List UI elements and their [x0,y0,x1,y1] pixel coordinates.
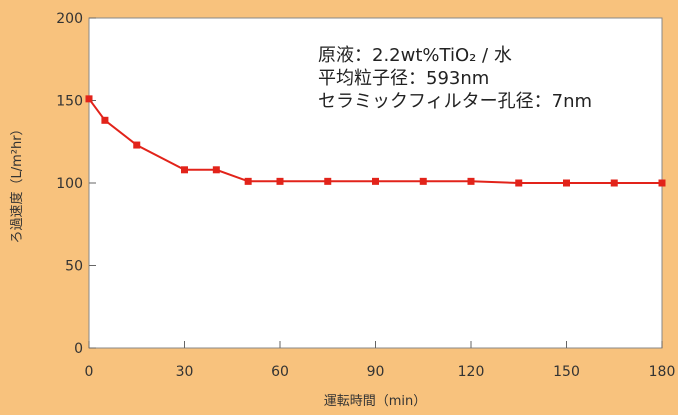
x-tick-label: 90 [367,364,385,380]
y-tick-label: 50 [65,259,83,275]
data-point [212,166,220,174]
series-layer [85,95,666,187]
data-point [85,95,93,103]
y-axis-title: ろ過速度（L/m²hr） [9,122,25,243]
y-tick-label: 200 [56,11,83,27]
annotation-line-1: 原液：2.2wt%TiO₂ / 水 [318,45,512,66]
y-tick-label: 100 [56,176,83,192]
x-axis-ticks: 0 30 60 90 120 150 180 [85,341,676,380]
data-point [133,141,141,149]
x-tick-label: 120 [458,364,485,380]
data-point [515,179,523,187]
data-point [244,177,252,185]
y-tick-label: 150 [56,94,83,110]
x-tick-label: 0 [85,364,94,380]
x-axis-title: 運転時間（min） [324,394,427,409]
data-point [610,179,618,187]
data-point [372,177,379,185]
x-tick-label: 180 [649,364,676,380]
x-tick-label: 60 [271,364,289,380]
data-point [563,179,570,187]
annotation-line-2: 平均粒子径：593nm [318,68,489,89]
data-point [324,177,332,185]
data-point [467,177,475,185]
y-tick-label: 0 [74,341,83,357]
data-point [181,166,188,174]
x-tick-label: 30 [176,364,194,380]
data-point [419,177,427,185]
y-axis-ticks: 0 50 100 150 200 [56,11,96,357]
annotation-line-3: セラミックフィルター孔径：7nm [318,91,592,112]
x-tick-label: 150 [553,364,580,380]
data-point [101,116,109,124]
data-point [658,179,666,187]
data-point [276,177,284,185]
